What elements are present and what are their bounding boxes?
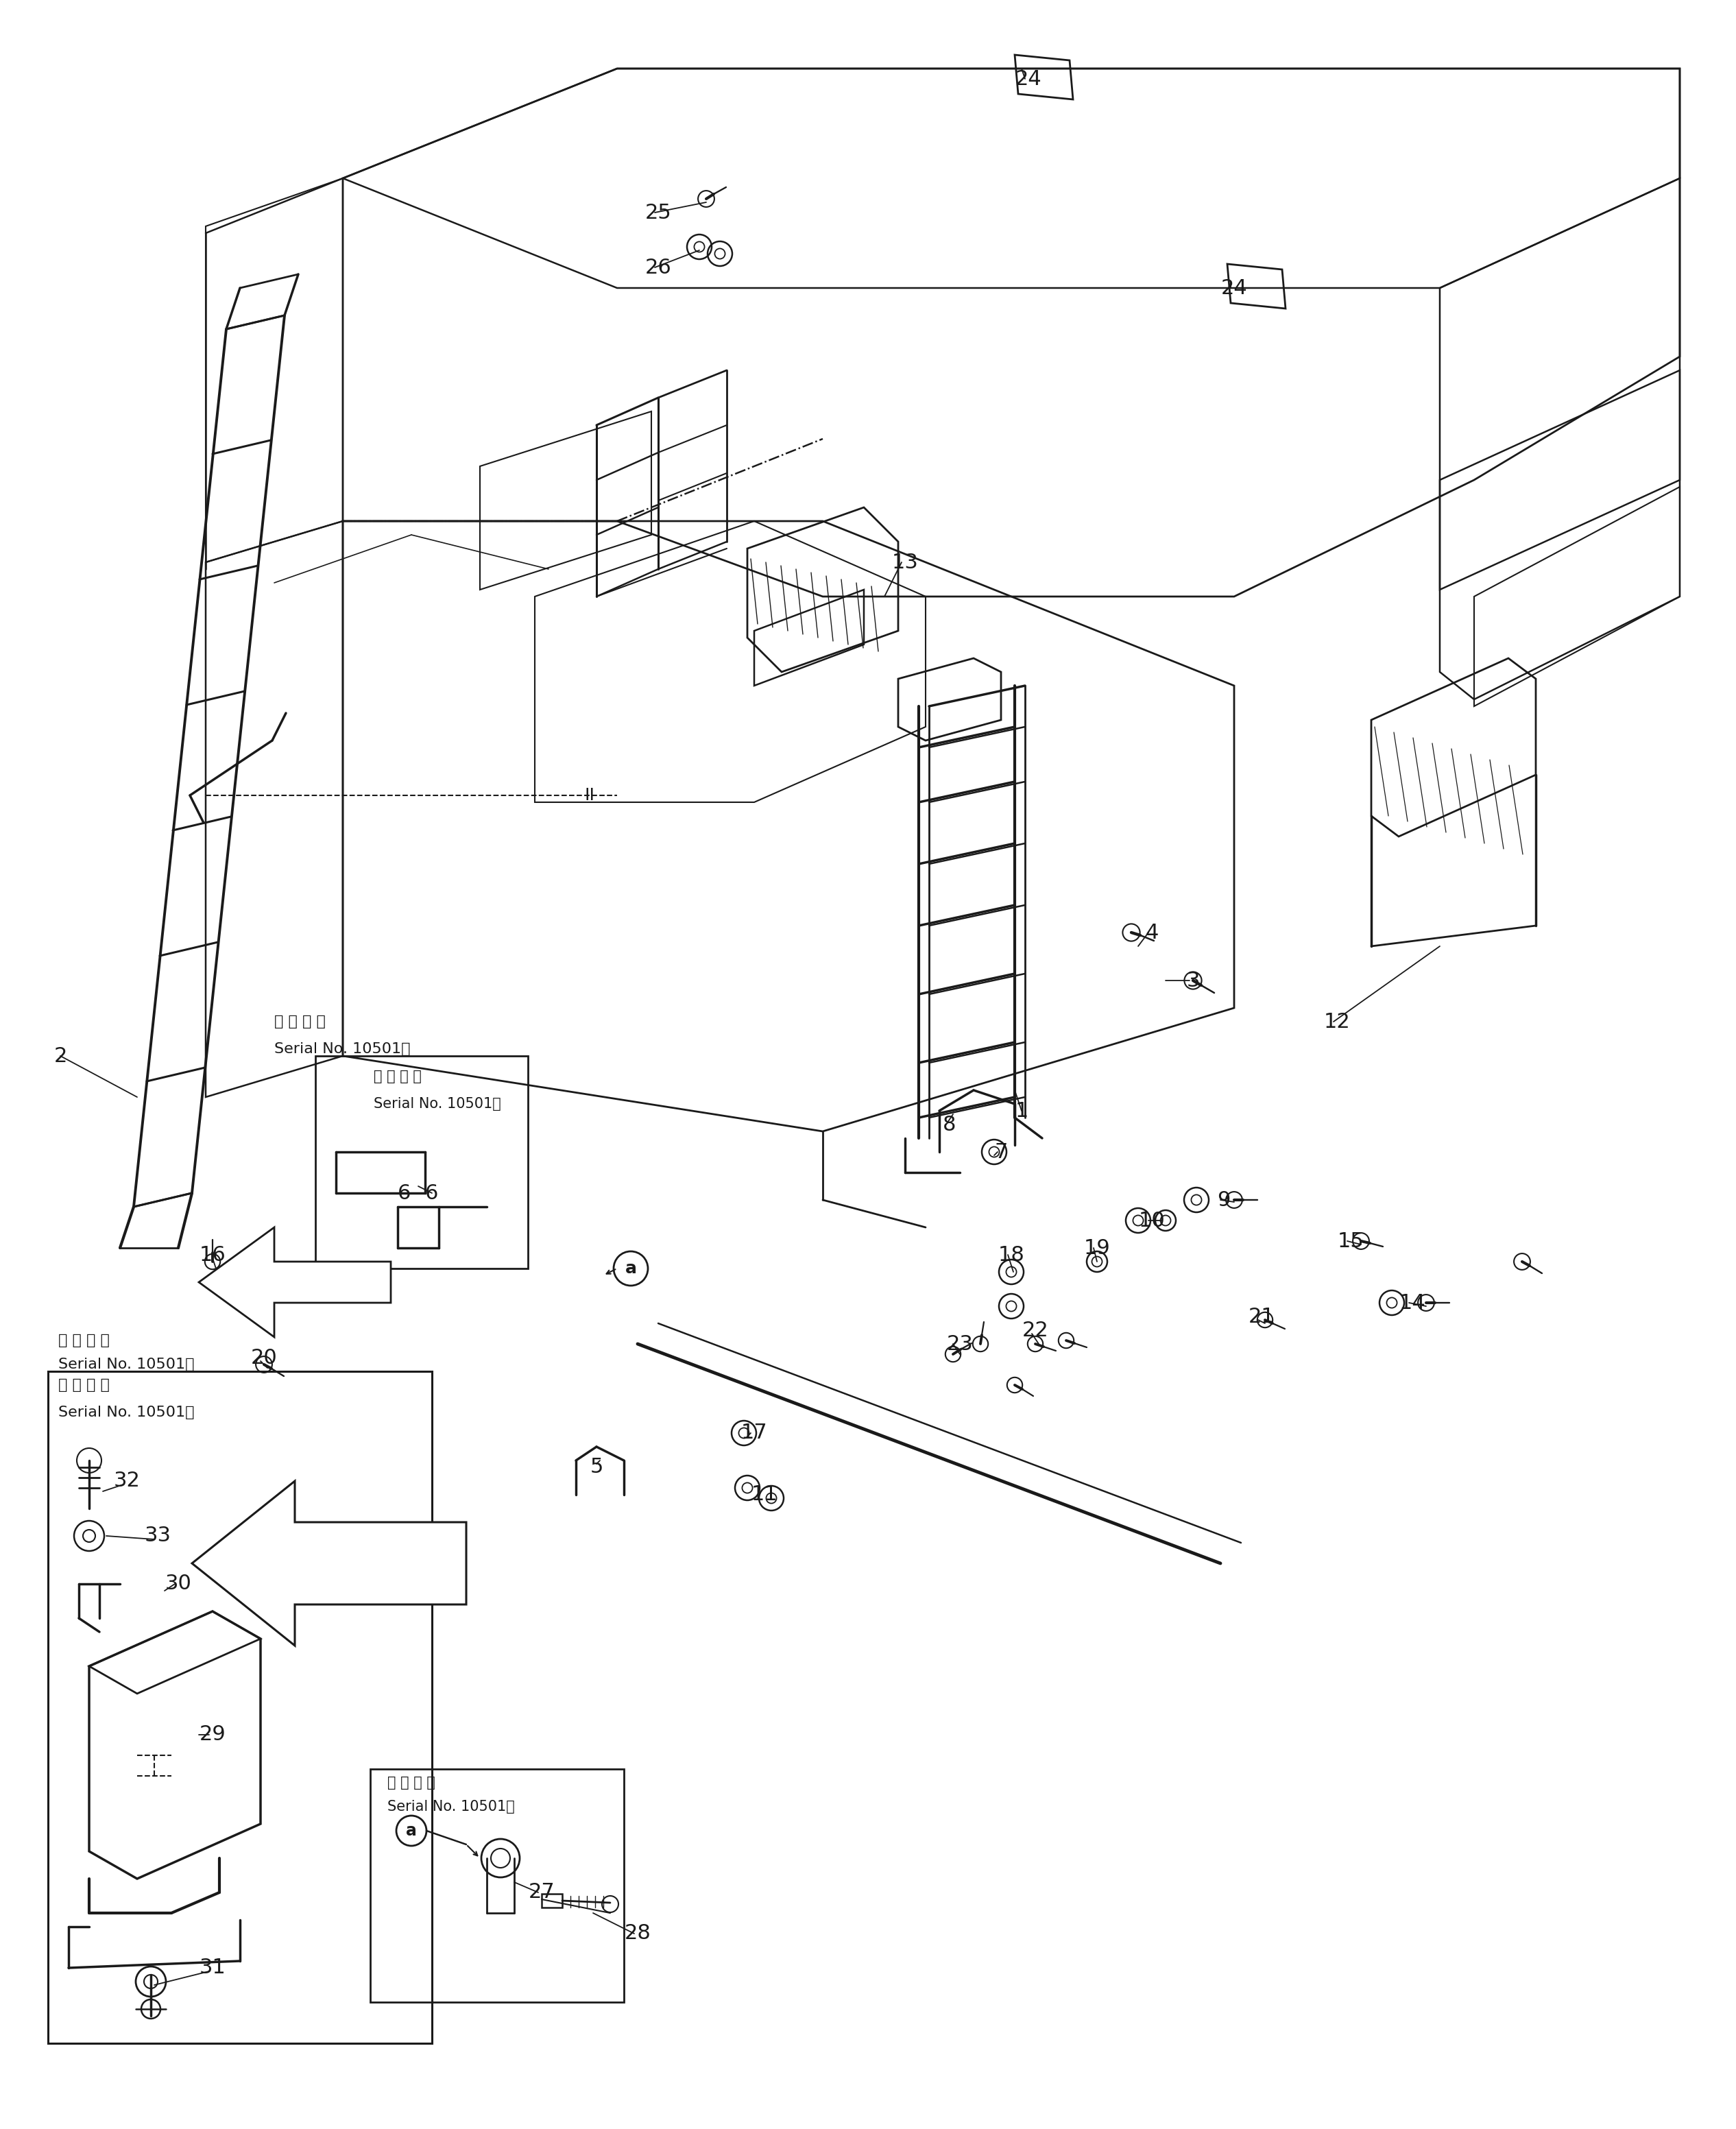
Text: 21: 21 (1248, 1307, 1274, 1326)
Text: 2: 2 (54, 1045, 68, 1067)
Text: 11: 11 (752, 1484, 778, 1505)
Text: 適 用 号 機: 適 用 号 機 (59, 1377, 109, 1392)
Text: 1: 1 (1016, 1101, 1028, 1120)
Text: 31: 31 (200, 1959, 226, 1978)
Text: 24: 24 (1016, 68, 1042, 89)
Text: 6: 6 (425, 1184, 439, 1203)
Text: 32: 32 (113, 1471, 141, 1490)
Text: 適 用 号 機: 適 用 号 機 (387, 1776, 436, 1790)
Bar (49, 1371, 432, 2044)
Circle shape (740, 1429, 750, 1439)
Circle shape (990, 1148, 1000, 1156)
Circle shape (715, 249, 726, 260)
Text: 23: 23 (946, 1335, 974, 1354)
Text: Serial No. 10501～: Serial No. 10501～ (59, 1358, 194, 1371)
Text: 6: 6 (398, 1184, 411, 1203)
Circle shape (694, 243, 705, 251)
Text: 5: 5 (590, 1458, 602, 1478)
Polygon shape (193, 1482, 467, 1646)
Text: 8: 8 (943, 1116, 957, 1135)
Text: 27: 27 (528, 1882, 556, 1903)
Circle shape (766, 1492, 776, 1503)
Text: 33: 33 (144, 1526, 172, 1546)
Text: Serial No. 10501～: Serial No. 10501～ (59, 1405, 194, 1420)
Text: 26: 26 (644, 258, 672, 277)
Text: 22: 22 (1023, 1320, 1049, 1339)
Text: 16: 16 (200, 1245, 226, 1265)
Text: 15: 15 (1337, 1231, 1364, 1252)
Text: 13: 13 (892, 551, 918, 573)
Bar (370, 1769, 623, 2001)
Text: 適 用 号 機: 適 用 号 機 (373, 1069, 422, 1084)
Text: Serial No. 10501～: Serial No. 10501～ (274, 1043, 410, 1056)
Circle shape (1007, 1301, 1017, 1311)
Text: 9: 9 (1217, 1190, 1231, 1209)
Text: 30: 30 (165, 1573, 191, 1595)
Circle shape (1134, 1216, 1144, 1226)
Text: 20: 20 (250, 1348, 278, 1367)
Text: 7: 7 (995, 1141, 1007, 1162)
Text: 12: 12 (1323, 1011, 1351, 1033)
Text: 28: 28 (625, 1925, 651, 1944)
Bar (542, 1895, 562, 1908)
Text: Serial No. 10501～: Serial No. 10501～ (387, 1799, 516, 1814)
Text: a: a (625, 1260, 637, 1277)
Text: 19: 19 (1083, 1237, 1111, 1258)
Circle shape (1387, 1297, 1397, 1307)
Text: 25: 25 (644, 202, 672, 224)
Bar (316, 1056, 528, 1269)
Text: 3: 3 (1186, 971, 1200, 990)
Circle shape (743, 1482, 752, 1492)
Text: Serial No. 10501～: Serial No. 10501～ (373, 1096, 502, 1111)
Text: 4: 4 (1146, 922, 1158, 943)
Circle shape (1007, 1267, 1017, 1277)
Circle shape (1191, 1194, 1201, 1205)
Circle shape (83, 1531, 95, 1541)
Text: 29: 29 (200, 1724, 226, 1744)
Text: 17: 17 (741, 1422, 767, 1443)
Text: II: II (585, 788, 595, 803)
Text: 14: 14 (1399, 1292, 1425, 1314)
Text: a: a (406, 1822, 417, 1839)
Text: 10: 10 (1139, 1211, 1165, 1231)
Polygon shape (200, 1226, 391, 1337)
Text: 適 用 号 機: 適 用 号 機 (274, 1016, 326, 1028)
Text: 適 用 号 機: 適 用 号 機 (59, 1333, 109, 1348)
Text: 18: 18 (998, 1245, 1024, 1265)
Text: 24: 24 (1220, 279, 1248, 298)
